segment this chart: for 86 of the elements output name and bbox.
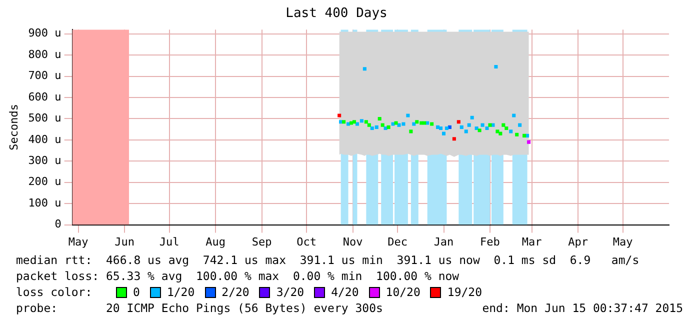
- point: [474, 126, 478, 130]
- point: [527, 140, 531, 144]
- point: [494, 64, 498, 68]
- point: [391, 122, 395, 126]
- legend-label: 0: [133, 284, 140, 300]
- y-tick-label: 100 u: [28, 196, 62, 210]
- point: [386, 125, 390, 129]
- point: [370, 126, 374, 130]
- point: [522, 134, 526, 138]
- point: [496, 130, 500, 134]
- point: [512, 114, 516, 118]
- point: [378, 116, 382, 120]
- x-tick-label: Apr: [568, 235, 588, 248]
- point: [394, 121, 398, 125]
- y-tick-label: 200 u: [28, 175, 62, 188]
- point: [397, 123, 401, 127]
- legend-label: 19/20: [447, 284, 482, 300]
- point: [518, 123, 522, 127]
- text: end: Mon Jun 15 00:37:47 2015: [482, 300, 683, 316]
- y-tick-label: 0: [54, 218, 62, 231]
- point: [402, 122, 406, 126]
- point: [470, 116, 474, 120]
- x-tick-label: Jun: [114, 235, 134, 248]
- point: [456, 120, 460, 124]
- point: [422, 121, 426, 125]
- x-tick-label: May: [68, 235, 89, 248]
- x-tick-label: Mar: [522, 235, 542, 248]
- legend-label: 1/20: [166, 284, 195, 300]
- point: [515, 132, 519, 136]
- point: [367, 123, 371, 127]
- legend-label: 4/20: [331, 284, 359, 300]
- x-tick-label: Oct: [296, 235, 316, 248]
- y-axis-title: Seconds: [7, 104, 20, 150]
- y-tick-label: 900 u: [28, 26, 62, 40]
- text: probe: 20 ICMP Echo Pings (56 Bytes) every 300s: [16, 300, 383, 316]
- x-tick-label: Nov: [342, 235, 364, 248]
- point: [364, 120, 368, 124]
- y-tick-label: 300 u: [28, 154, 62, 168]
- point: [485, 126, 489, 130]
- y-tick-label: 400 u: [28, 132, 62, 146]
- x-tick-label: Jan: [434, 235, 454, 248]
- point: [452, 137, 456, 141]
- legend-label: 10/20: [386, 284, 420, 300]
- y-tick-label: 700 u: [28, 69, 62, 82]
- point: [460, 125, 464, 129]
- point: [409, 130, 413, 134]
- point: [338, 114, 342, 118]
- point: [509, 130, 513, 134]
- x-tick-label: Jul: [159, 235, 180, 248]
- x-tick-label: Aug: [206, 235, 226, 248]
- point: [406, 114, 410, 118]
- x-tick-label: Sep: [252, 235, 272, 248]
- y-tick-label: 600 u: [28, 90, 62, 104]
- point: [504, 126, 508, 130]
- point: [342, 120, 346, 124]
- legend-title: loss color:: [16, 284, 94, 300]
- point: [467, 123, 471, 127]
- point: [430, 122, 434, 126]
- legend-label: 3/20: [276, 284, 304, 300]
- x-tick-label: Feb: [480, 235, 500, 248]
- point: [362, 67, 366, 71]
- y-tick-label: 500 u: [28, 112, 62, 125]
- point: [412, 122, 416, 126]
- y-tick-label: 800 u: [28, 48, 62, 61]
- legend-label: 2/20: [222, 284, 250, 300]
- text: median rtt: 466.8 us avg 742.1 us max 391.1 us min 391.1 us now 0.1 ms sd 6.9 am/s: [15, 252, 640, 268]
- point: [439, 126, 443, 130]
- point: [380, 123, 384, 127]
- point: [374, 125, 378, 129]
- point: [442, 132, 446, 136]
- chart-title: Last 400 Days: [286, 6, 388, 22]
- point: [480, 123, 484, 127]
- point: [360, 119, 364, 123]
- text: packet loss: 65.33 % avg 100.00 % max 0.00 % min 100.00 % now: [15, 268, 460, 284]
- point: [502, 123, 506, 127]
- point: [352, 120, 356, 124]
- point: [498, 132, 502, 136]
- point: [444, 126, 448, 130]
- point: [478, 128, 482, 132]
- point: [488, 123, 492, 127]
- point: [346, 122, 350, 126]
- x-tick-label: May: [612, 235, 634, 248]
- point: [464, 130, 468, 134]
- point: [355, 122, 359, 126]
- x-tick-label: Dec: [388, 235, 408, 248]
- point: [415, 120, 419, 124]
